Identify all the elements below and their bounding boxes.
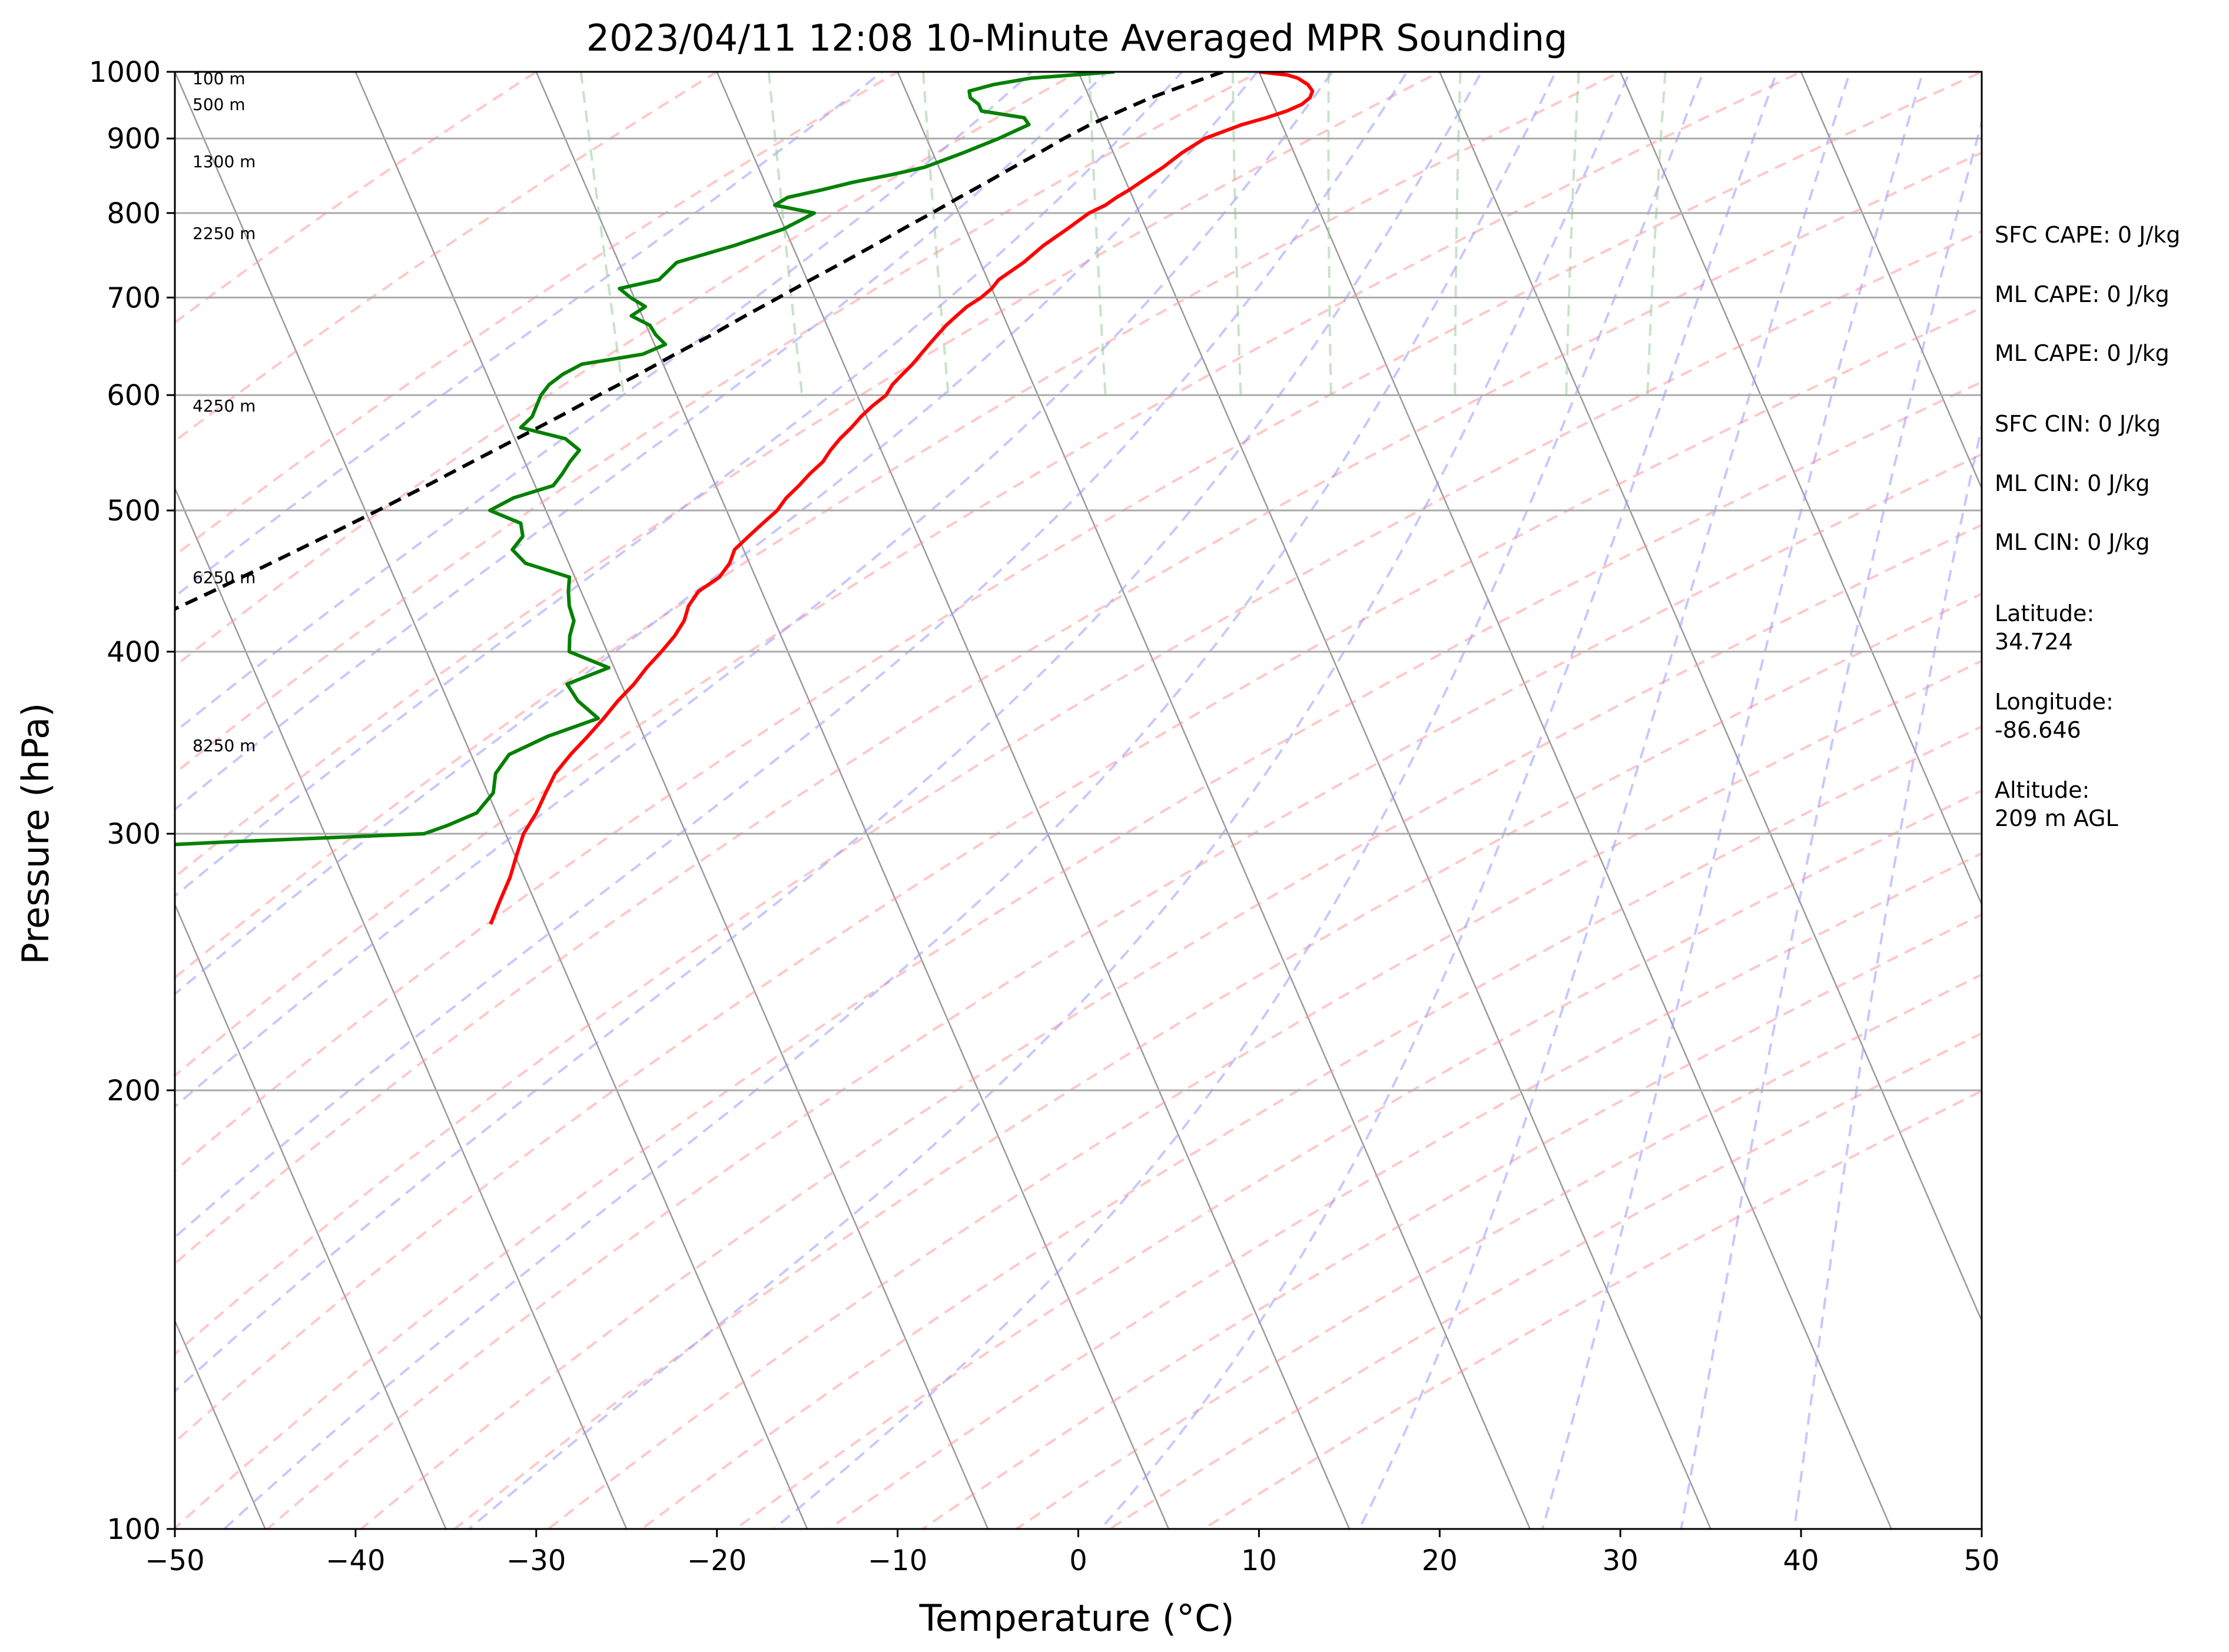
- mixing-ratio-line: [579, 72, 625, 396]
- dewpoint-profile-line: [175, 72, 1115, 847]
- mixing-ratio-line: [1327, 72, 1332, 396]
- y-tick-label: 500: [107, 495, 161, 528]
- moist-adiabat-line: [175, 72, 1483, 1393]
- y-axis-label: Pressure (hPa): [14, 703, 57, 965]
- isotherm-line: [354, 72, 989, 1529]
- x-tick-label: −20: [687, 1544, 747, 1577]
- longitude-text: Longitude: -86.646: [1995, 689, 2114, 743]
- y-tick-label: 200: [107, 1074, 161, 1107]
- x-tick-label: 50: [1963, 1544, 1999, 1577]
- dry-adiabat-line: [175, 72, 1442, 879]
- y-tick-label: 600: [107, 379, 161, 412]
- isotherm-line: [1258, 72, 1892, 1529]
- y-tick-label: 800: [107, 197, 161, 230]
- background-lines: [175, 41, 2229, 1562]
- y-tick-label: 700: [107, 281, 161, 314]
- height-label: 6250 m: [193, 568, 256, 587]
- moist-adiabat-line: [1680, 118, 1982, 1529]
- pressure-gridlines: [175, 71, 1982, 1530]
- moist-adiabat-line: [1099, 72, 1779, 1529]
- isotherm-line: [2149, 41, 2229, 1562]
- dry-adiabat-line: [175, 72, 719, 443]
- parcel-profile-line: [175, 72, 1224, 611]
- x-tick-label: 10: [1241, 1544, 1277, 1577]
- dry-adiabat-line: [827, 852, 1982, 1529]
- x-tick-label: 40: [1783, 1544, 1819, 1577]
- y-tick-label: 900: [107, 122, 161, 155]
- y-tick-label: 400: [107, 636, 161, 669]
- x-axis-label: Temperature (°C): [918, 1597, 1234, 1640]
- x-tick-label: −50: [145, 1544, 204, 1577]
- dry-adiabat-line: [175, 72, 1623, 980]
- chart-title: 2023/04/11 12:08 10-Minute Averaged MPR …: [586, 16, 1568, 59]
- moist-adiabat-line: [468, 72, 1631, 1529]
- dry-adiabat-line: [175, 72, 900, 558]
- ml-cape-text: ML CAPE: 0 J/kg: [1995, 281, 2170, 307]
- y-tick-label: 1000: [89, 56, 161, 89]
- mixing-ratio-line: [1231, 72, 1242, 396]
- moist-adiabat-line: [175, 72, 1409, 1239]
- dry-adiabat-line: [453, 592, 1982, 1529]
- isotherm-line: [897, 72, 1531, 1529]
- x-tick-label: −10: [868, 1544, 927, 1577]
- y-tick-label: 100: [107, 1513, 161, 1546]
- height-label: 2250 m: [193, 224, 256, 243]
- ml-cin-text-2: ML CIN: 0 J/kg: [1995, 529, 2150, 555]
- temperature-profile-line: [489, 72, 1315, 925]
- moist-adiabat-line: [175, 72, 884, 598]
- x-tick-label: −30: [506, 1544, 566, 1577]
- dry-adiabat-line: [175, 306, 1982, 1444]
- latitude-text: Latitude: 34.724: [1995, 601, 2095, 655]
- isotherm-line: [1619, 72, 1982, 907]
- dry-adiabat-line: [175, 72, 1081, 668]
- ml-cin-text: ML CIN: 0 J/kg: [1995, 470, 2150, 496]
- dry-adiabat-line: [733, 789, 1982, 1529]
- isotherm-line: [716, 72, 1351, 1529]
- altitude-text: Altitude: 209 m AGL: [1995, 777, 2118, 831]
- dry-adiabat-line: [639, 725, 1982, 1529]
- x-tick-label: 30: [1603, 1544, 1638, 1577]
- x-tick-label: 0: [1069, 1544, 1087, 1577]
- height-label: 8250 m: [193, 736, 256, 755]
- height-label: 500 m: [193, 95, 246, 114]
- y-tick-label: 300: [107, 818, 161, 851]
- moist-adiabat-line: [175, 72, 1034, 734]
- sfc-cin-text: SFC CIN: 0 J/kg: [1995, 411, 2161, 437]
- isotherm-line: [1438, 72, 1982, 1323]
- dry-adiabat-line: [175, 72, 1982, 1173]
- data-lines: [175, 72, 1315, 925]
- moist-adiabat-line: [1541, 72, 1925, 1529]
- ml-cape-text-2: ML CAPE: 0 J/kg: [1995, 340, 2170, 366]
- x-axis-ticks: −50 −40 −30 −20 −10 0 10 20 30 40 50: [145, 1529, 2000, 1577]
- dry-adiabat-line: [175, 151, 1982, 1265]
- height-label: 4250 m: [193, 396, 256, 416]
- moist-adiabat-line: [1358, 72, 1852, 1529]
- x-tick-label: −40: [326, 1544, 385, 1577]
- isotherm-line: [535, 72, 1170, 1529]
- dry-adiabat-line: [175, 72, 1262, 775]
- moist-adiabat-line: [223, 72, 1557, 1529]
- moist-adiabat-line: [175, 72, 1259, 996]
- isotherm-line: [1800, 72, 1982, 490]
- x-tick-label: 20: [1422, 1544, 1458, 1577]
- plot-frame: [174, 71, 1983, 1530]
- mixing-ratio-line: [1454, 72, 1462, 396]
- isotherm-line: [1077, 72, 1712, 1529]
- dry-adiabat-line: [175, 230, 1982, 1356]
- dry-adiabat-line: [546, 659, 1982, 1529]
- mixing-ratio-line: [1646, 72, 1667, 396]
- moist-adiabat-line: [175, 72, 1184, 898]
- height-label: 1300 m: [193, 152, 256, 171]
- isotherm-line: [175, 486, 628, 1529]
- moist-adiabat-line: [773, 72, 1705, 1529]
- dry-adiabat-line: [175, 72, 1804, 1077]
- sfc-cape-text: SFC CAPE: 0 J/kg: [1995, 222, 2181, 248]
- y-axis-ticks: 100 200 300 400 500 600 700 800 900 1000: [89, 56, 175, 1546]
- moist-adiabat-line: [175, 72, 1109, 811]
- moist-adiabat-line: [175, 72, 1334, 1109]
- isotherm-line: [175, 903, 447, 1529]
- isotherm-line: [175, 72, 808, 1529]
